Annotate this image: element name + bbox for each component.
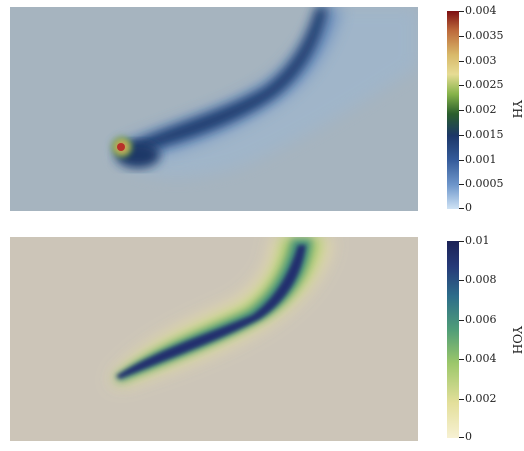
yh-colorbar: 0.004 0.0035 0.003 0.0025 0.002 0.0015 0… bbox=[447, 5, 504, 214]
tick-label: 0.002 bbox=[465, 391, 497, 405]
tick-label: 0.002 bbox=[465, 103, 497, 116]
tick-mark bbox=[459, 208, 464, 209]
tick-mark bbox=[459, 110, 464, 111]
yh-field-image bbox=[10, 7, 418, 211]
tick-mark bbox=[459, 159, 464, 161]
tick-label: 0.004 bbox=[465, 352, 497, 366]
tick-mark bbox=[459, 319, 464, 321]
tick-label: 0.0015 bbox=[465, 127, 504, 141]
tick-mark bbox=[459, 437, 464, 438]
tick-label: 0 bbox=[465, 201, 472, 214]
tick-mark bbox=[459, 184, 464, 186]
tick-mark bbox=[459, 241, 464, 242]
tick-mark bbox=[459, 359, 464, 361]
tick-mark bbox=[459, 398, 464, 400]
tick-mark bbox=[459, 35, 464, 37]
tick-label: 0.001 bbox=[465, 152, 497, 166]
yh-colorbar-gradient bbox=[447, 11, 459, 209]
tick-label: 0 bbox=[465, 430, 472, 443]
yoh-colorbar: 0.01 0.008 0.006 0.004 0.002 0 bbox=[447, 235, 497, 443]
tick-label: 0.006 bbox=[465, 312, 497, 326]
yoh-colorbar-gradient bbox=[447, 241, 459, 438]
tick-label: 0.003 bbox=[465, 53, 497, 67]
tick-label: 0.008 bbox=[465, 273, 497, 287]
tick-mark bbox=[459, 134, 464, 136]
yh-field-plot bbox=[10, 7, 418, 211]
tick-label: 0.0005 bbox=[465, 177, 504, 191]
tick-mark bbox=[459, 280, 464, 282]
tick-mark bbox=[459, 11, 464, 12]
yoh-colorbar-title: YOH bbox=[510, 326, 524, 355]
tick-label: 0.004 bbox=[465, 4, 497, 17]
tick-mark bbox=[459, 85, 464, 87]
tick-label: 0.0025 bbox=[465, 78, 504, 92]
tick-label: 0.0035 bbox=[465, 28, 504, 42]
yoh-field-image bbox=[10, 237, 418, 441]
tick-mark bbox=[459, 60, 464, 62]
yoh-field-plot bbox=[10, 237, 418, 441]
yh-colorbar-title: YH bbox=[510, 100, 524, 119]
tick-label: 0.01 bbox=[465, 234, 490, 247]
